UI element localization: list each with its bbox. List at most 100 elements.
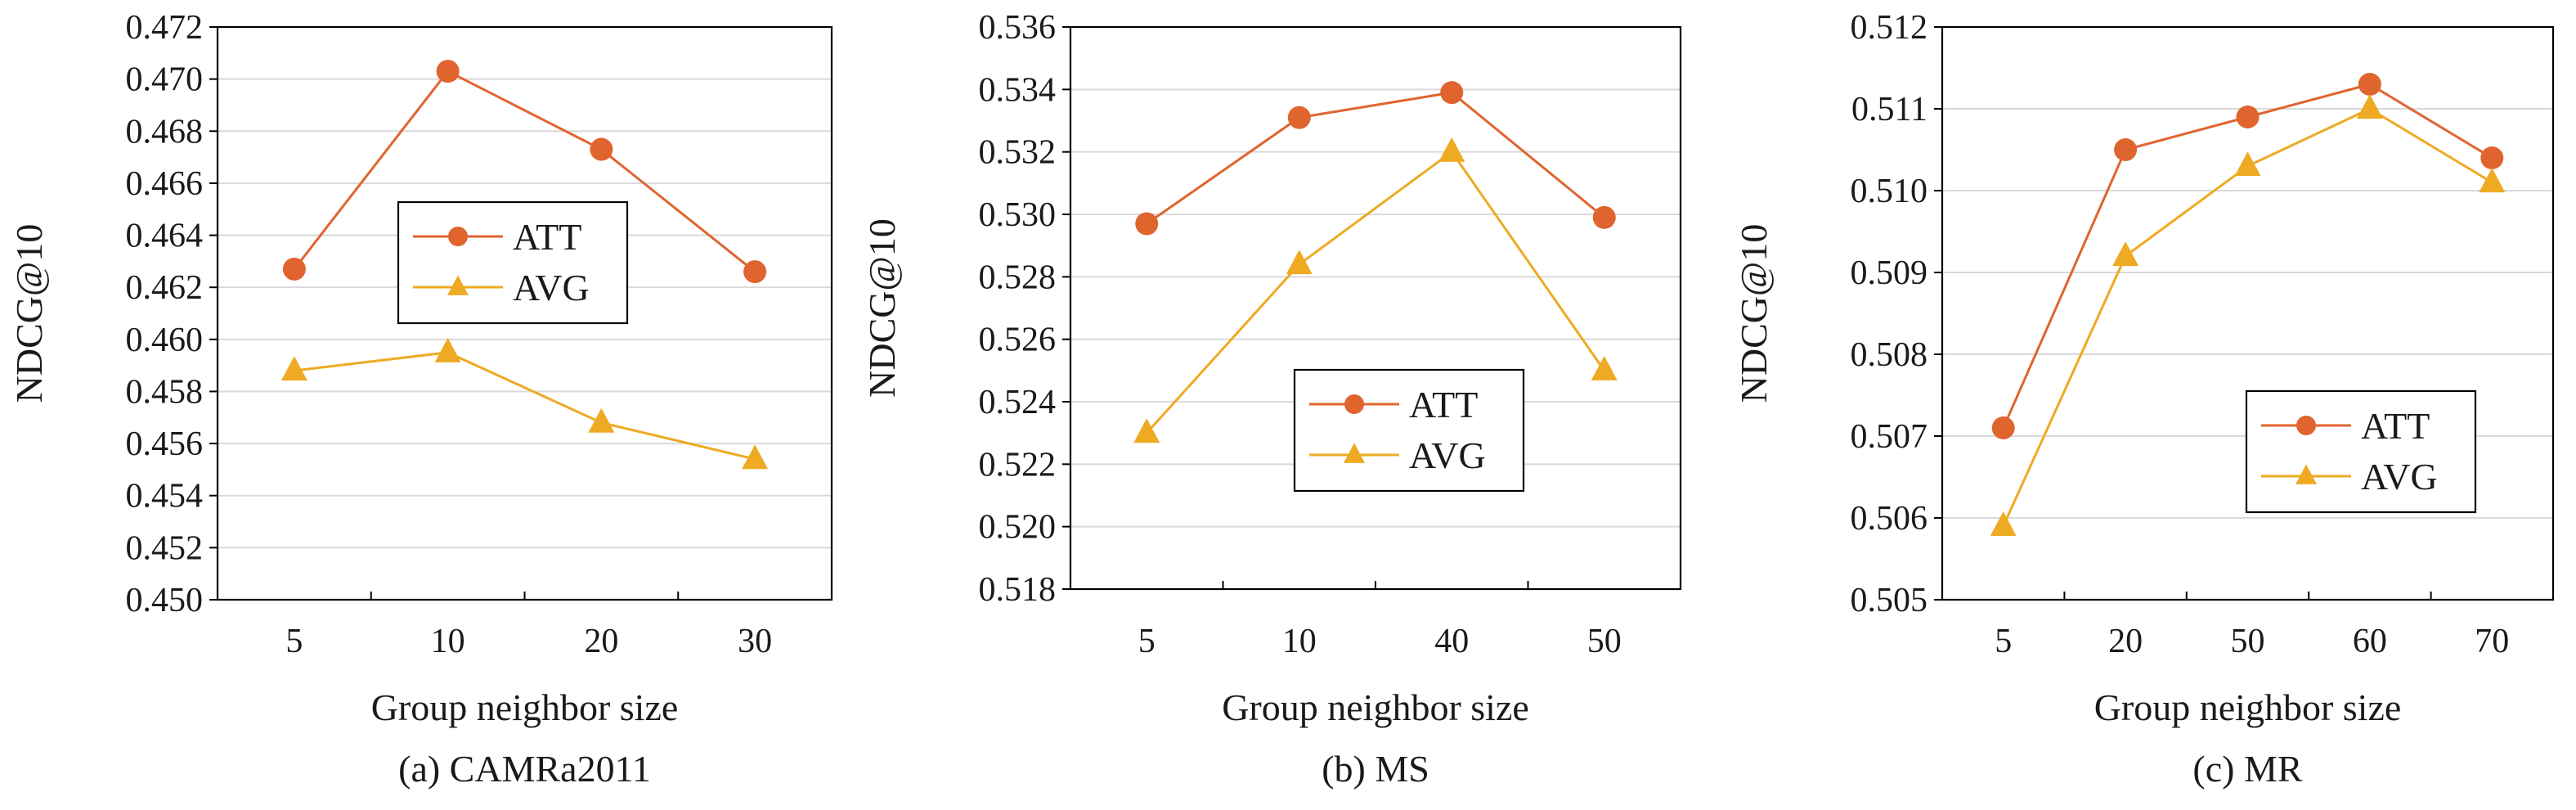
y-tick-label: 0.470 [126,61,204,99]
data-point-att [1592,205,1616,229]
series-line-avg [294,351,756,461]
x-tick-label: 20 [2108,623,2143,660]
series-att [282,60,767,284]
x-tick-label: 50 [1587,623,1622,660]
data-point-avg [280,356,307,381]
y-tick-label: 0.462 [126,269,204,307]
y-tick-label: 0.528 [979,259,1057,296]
legend-marker-avg [447,275,469,295]
data-point-avg [2479,168,2506,193]
series-att [1991,73,2504,439]
legend-marker-avg [1344,443,1365,463]
y-tick-label: 0.509 [1851,254,1928,292]
x-tick-label: 5 [285,623,303,660]
chart-caption: (a) CAMRa2011 [398,748,651,790]
y-axis-label: NDCG@10 [861,218,903,398]
y-tick-label: 0.508 [1851,336,1928,374]
y-axis-label: NDCG@10 [1733,224,1775,403]
x-tick-label: 5 [1995,623,2012,660]
x-tick-label: 70 [2475,623,2509,660]
y-tick-label: 0.510 [1851,173,1928,210]
y-axis-label: NDCG@10 [8,224,50,403]
data-point-avg [588,407,615,433]
chart-caption: (c) MR [2192,748,2302,790]
series-line-att [1146,91,1605,225]
y-tick-label: 0.511 [1851,91,1928,128]
x-axis-label: Group neighbor size [2094,686,2402,728]
y-tick-label: 0.530 [979,196,1057,234]
data-point-avg [434,337,461,362]
x-tick-label: 10 [431,623,465,660]
legend: ATT AVG [2245,389,2477,514]
data-point-avg [1591,355,1618,380]
data-point-att [743,260,767,284]
series-avg [1133,137,1618,443]
data-point-avg [2356,94,2383,119]
y-tick-label: 0.505 [1851,582,1928,619]
x-tick-label: 50 [2231,623,2265,660]
data-point-avg [1438,137,1465,162]
y-tick-label: 0.536 [979,9,1057,47]
legend-marker-avg [2296,464,2317,484]
series-line-avg [1146,150,1605,434]
y-tick-label: 0.507 [1851,418,1928,456]
x-tick-label: 10 [1282,623,1317,660]
data-point-att [2114,138,2138,161]
legend-marker-att [448,227,468,246]
legend-label-avg: AVG [513,267,590,308]
y-tick-label: 0.524 [979,384,1057,421]
plot-frame [1069,25,1682,591]
data-point-att [1287,106,1311,129]
x-tick-label: 20 [584,623,618,660]
chart-panel-3: 0.505 0.506 0.507 0.508 0.509 0.510 0.511 0.512… [1733,9,2555,790]
x-tick-label: 40 [1434,623,1469,660]
legend: ATT AVG [397,200,629,325]
y-tick-label: 0.534 [979,71,1057,109]
data-point-att [1991,416,2015,439]
data-point-att [590,137,613,161]
x-axis-label: Group neighbor size [371,686,679,728]
data-point-att [2236,106,2260,128]
legend-box [397,200,629,325]
y-tick-label: 0.532 [979,134,1057,172]
legend-marker-att [1344,394,1364,414]
y-tick-label: 0.520 [979,509,1057,547]
y-tick-label: 0.468 [126,113,204,151]
data-point-att [2480,146,2504,169]
x-axis-label: Group neighbor size [1222,686,1529,728]
legend-label-att: ATT [2361,405,2430,447]
legend-label-att: ATT [1409,384,1478,425]
y-tick-label: 0.450 [126,582,204,619]
x-tick-label: 30 [738,623,772,660]
data-point-avg [1133,418,1160,443]
chart-panel-2: 0.518 0.520 0.522 0.524 0.526 0.528 0.530 0.532… [861,9,1682,790]
series-line-att [2002,83,2493,429]
series-line-att [293,70,756,273]
legend-label-att: ATT [513,216,581,258]
data-point-avg [2234,151,2261,177]
y-tick-label: 0.512 [1851,9,1928,47]
legend-box [2245,389,2477,514]
x-tick-label: 5 [1138,623,1156,660]
data-point-att [1440,81,1464,105]
series-att [1135,81,1616,236]
data-point-att [1135,212,1159,236]
data-point-avg [1286,250,1313,275]
legend-label-avg: AVG [1409,434,1486,476]
y-tick-label: 0.452 [126,529,204,567]
y-tick-label: 0.466 [126,165,204,203]
y-tick-label: 0.506 [1851,500,1928,538]
data-point-att [2358,73,2381,96]
legend-label-avg: AVG [2361,456,2438,497]
y-tick-label: 0.526 [979,322,1057,359]
y-tick-label: 0.454 [126,478,204,515]
legend-marker-att [2296,416,2316,435]
data-point-avg [742,444,769,470]
y-tick-label: 0.456 [126,425,204,463]
x-tick-label: 60 [2353,623,2387,660]
data-point-att [282,257,306,281]
y-tick-label: 0.518 [979,571,1057,609]
chart-caption: (b) MS [1322,748,1429,790]
y-tick-label: 0.522 [979,446,1057,484]
